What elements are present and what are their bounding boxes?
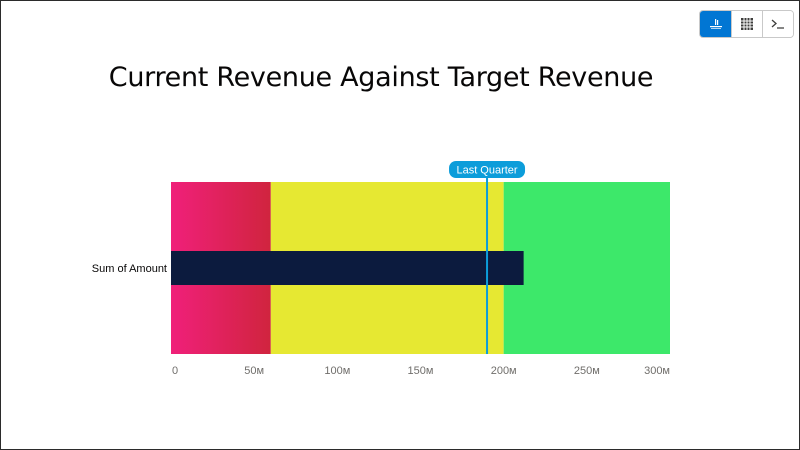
- bullet-chart-icon: [709, 19, 722, 29]
- range-band-3: [503, 182, 670, 354]
- x-tick-label: 100м: [324, 365, 350, 377]
- table-view-button[interactable]: [731, 11, 762, 37]
- table-grid-icon: [741, 18, 753, 30]
- target-marker-pill: [449, 161, 526, 178]
- target-marker-label: Last Quarter: [456, 165, 517, 177]
- chart-title: Current Revenue Against Target Revenue: [108, 62, 654, 93]
- category-label: Sum of Amount: [92, 263, 167, 275]
- value-bar[interactable]: [171, 251, 524, 285]
- x-tick-label: 250м: [574, 365, 600, 377]
- x-tick-label: 50м: [244, 365, 264, 377]
- terminal-icon: [771, 19, 784, 29]
- x-tick-label: 0: [172, 365, 178, 377]
- x-tick-label: 150м: [408, 365, 434, 377]
- query-view-button[interactable]: [762, 11, 793, 37]
- bullet-chart-view-button[interactable]: [700, 11, 731, 37]
- x-tick-label: 200м: [491, 365, 517, 377]
- x-tick-label: 300м: [644, 365, 670, 377]
- view-toggle-toolbar: [699, 10, 794, 38]
